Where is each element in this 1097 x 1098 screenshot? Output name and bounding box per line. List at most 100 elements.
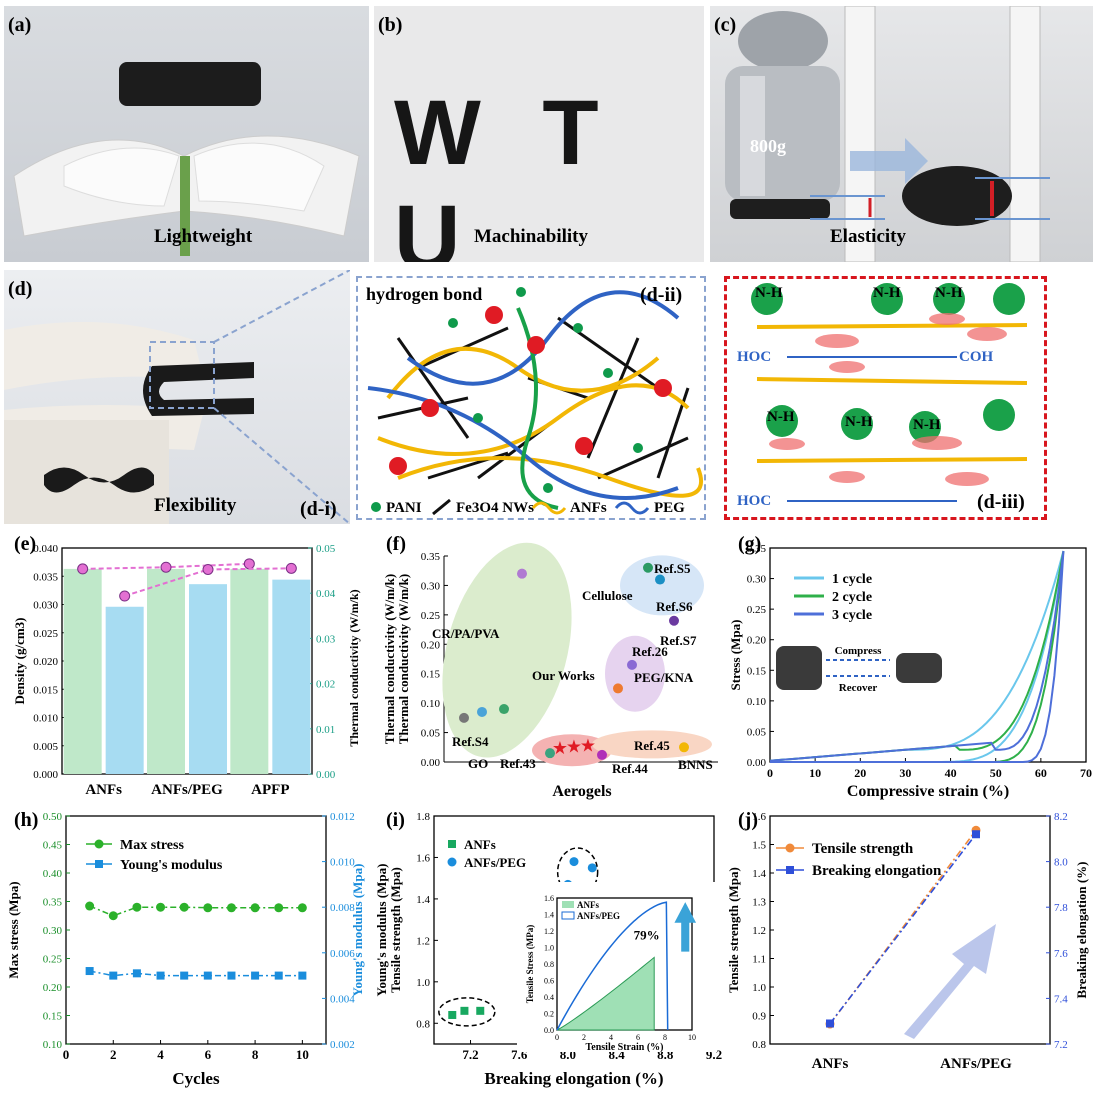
data-point — [285, 562, 297, 574]
y2-tick-label: 0.04 — [316, 588, 336, 600]
density-bar — [147, 568, 185, 774]
y-tick-label: 0.30 — [421, 580, 441, 592]
data-point — [250, 903, 260, 913]
x-tick-label: 4 — [157, 1047, 164, 1062]
y2-tick-label: 0.004 — [330, 993, 355, 1005]
trend-arrow — [904, 924, 996, 1039]
y-tick-label: 0.20 — [747, 635, 767, 647]
y2-tick-label: 0.010 — [330, 857, 355, 869]
inset-x-tick: 4 — [609, 1033, 613, 1042]
data-point — [85, 967, 94, 976]
anfs-cluster — [438, 997, 496, 1027]
group-label: Our Works — [532, 668, 595, 683]
y-tick-label: 0.15 — [43, 1011, 63, 1023]
y-tick-label: 1.0 — [752, 982, 766, 994]
data-point — [274, 903, 284, 913]
schematic-d-ii: PANI Fe3O4 NWs ANFs PEG hydrogen bond (d… — [356, 276, 706, 520]
data-point — [109, 971, 118, 980]
legend: PANI Fe3O4 NWs ANFs PEG — [371, 498, 685, 516]
inset-x-tick: 8 — [663, 1033, 667, 1042]
x-category-label: ANFs/PEG — [940, 1056, 1012, 1072]
x-category-label: APFP — [251, 782, 289, 798]
y-axis-label: Thermal conductivity (W/m/k) — [382, 574, 397, 744]
y-tick-label: 0.25 — [747, 604, 767, 616]
y-tick-label: 0.030 — [33, 600, 58, 612]
ref-label: Ref.S4 — [452, 734, 489, 749]
y-tick-label: 0.45 — [43, 840, 63, 852]
y-tick-label: 0.040 — [33, 543, 58, 555]
inset-x-tick: 6 — [636, 1033, 640, 1042]
our-work-star: ★ — [566, 737, 582, 757]
conductivity-bar — [105, 606, 144, 774]
y-tick-label: 0.025 — [33, 628, 58, 640]
y-tick-label: 1.6 — [416, 852, 430, 864]
x-tick-label: 6 — [205, 1047, 212, 1062]
photo-a: (a) Lightweight — [4, 6, 369, 262]
conductivity-bar — [189, 584, 227, 774]
y-axis-label: Max stress (Mpa) — [6, 881, 21, 978]
y-tick-label: 0.8 — [416, 1018, 430, 1030]
inset-y-tick: 0.0 — [544, 1026, 554, 1035]
legend-label: Young's modulus — [120, 858, 223, 873]
weight-label: 800g — [750, 136, 786, 156]
y-tick-label: 0.020 — [33, 656, 58, 668]
anfs-area — [556, 956, 655, 1031]
data-point — [627, 659, 637, 670]
inset-y-tick: 1.6 — [544, 894, 554, 903]
ref-label: Ref.45 — [634, 738, 670, 753]
ref-label: Ref.S7 — [660, 633, 697, 648]
inset-x-tick: 2 — [582, 1033, 586, 1042]
y-tick-label: 1.1 — [752, 954, 766, 966]
improve-arrow — [674, 902, 697, 952]
legend-label: Max stress — [120, 838, 184, 853]
group-label: Cellulose — [582, 588, 633, 603]
panel-label: (h) — [14, 809, 38, 831]
inset-x-tick: 0 — [555, 1033, 559, 1042]
ref-label: Ref.43 — [500, 756, 536, 771]
caption-elasticity: Elasticity — [830, 226, 906, 247]
ref-label: Ref.S5 — [654, 561, 691, 576]
data-point — [226, 903, 236, 913]
y2-tick-label: 8.0 — [1054, 857, 1068, 869]
density-bar — [230, 568, 269, 774]
photo-c: 800g (c) Elasticity — [710, 6, 1093, 262]
data-point — [203, 903, 213, 913]
chart-i: (i)0.81.01.21.41.61.87.2 7.6 8.0 8.4 8.8 9.2A… — [374, 809, 722, 1088]
y-tick-label: 1.0 — [416, 977, 430, 989]
inset-y-label: Tensile Stress (MPa) — [525, 925, 535, 1004]
y-tick-label: 0.9 — [752, 1011, 766, 1023]
data-point — [243, 558, 255, 570]
y-tick-label: 0.05 — [421, 728, 441, 740]
data-point — [156, 971, 165, 980]
data-point — [826, 1019, 834, 1028]
molecular-structure — [751, 283, 1028, 502]
data-point — [517, 568, 527, 579]
data-point — [460, 1006, 469, 1015]
y-tick-label: 0.50 — [43, 811, 63, 823]
y-tick-label: 0.00 — [747, 757, 767, 769]
inset-y-tick: 1.4 — [544, 911, 554, 920]
inset-legend-label: ANFs/PEG — [577, 911, 620, 921]
our-work-star: ★ — [580, 736, 596, 756]
data-point — [119, 590, 131, 602]
x-category-label: ANFs — [812, 1056, 849, 1072]
x-axis-label: Breaking elongation (%) — [484, 1069, 663, 1088]
panel-label: (g) — [738, 533, 761, 555]
data-point — [459, 712, 469, 723]
group-ours — [532, 734, 612, 767]
legend-label: ANFs — [464, 837, 496, 852]
y-axis-label: Density (g/cm3) — [12, 617, 27, 704]
legend-marker — [94, 839, 104, 849]
y-tick-label: 0.05 — [747, 726, 767, 738]
y-tick-label: 1.2 — [752, 925, 766, 937]
group-cr — [442, 542, 572, 758]
x-tick-label: 8 — [252, 1047, 259, 1062]
data-point — [160, 561, 172, 573]
data-point — [655, 574, 665, 585]
legend-marker — [447, 857, 457, 867]
y-tick-label: 0.35 — [747, 543, 767, 555]
y-tick-label: 0.15 — [421, 669, 441, 681]
y-tick-label: 0.30 — [747, 574, 767, 586]
data-point — [132, 902, 142, 912]
x-axis-label: Aerogels — [552, 783, 611, 800]
